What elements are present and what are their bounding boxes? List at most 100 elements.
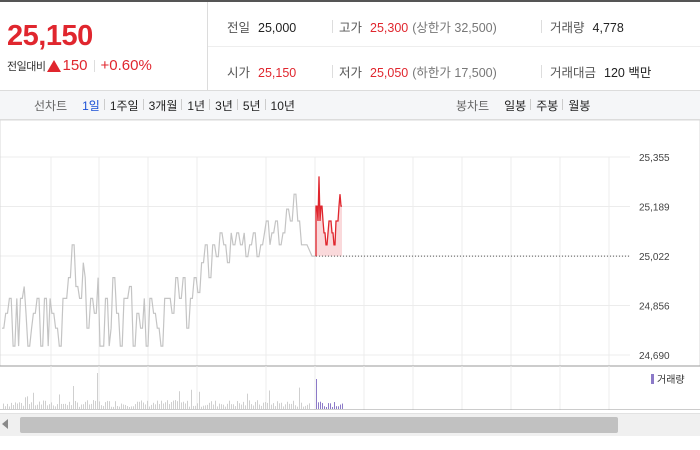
volume-bar (159, 404, 160, 409)
scrollbar-thumb[interactable] (20, 417, 618, 433)
volume-bar (125, 404, 126, 409)
period-1d[interactable]: 1일 (82, 98, 100, 113)
volume-bar (237, 401, 238, 409)
volume-bar-today (322, 403, 323, 409)
volume-bar (149, 406, 150, 409)
volume-bar (173, 400, 174, 409)
volume-bar (109, 401, 110, 409)
candle-daily[interactable]: 일봉 (504, 98, 527, 113)
low-label: 저가 (339, 66, 363, 80)
low-value: 25,050 (370, 66, 409, 80)
volume-bar (233, 404, 234, 409)
period-3m[interactable]: 3개월 (142, 97, 183, 114)
volume-bar (113, 406, 114, 409)
high-cell: 고가 25,300 (상한가 32,500) (339, 17, 497, 36)
volume-bar (123, 404, 124, 409)
volume-bar (169, 404, 170, 409)
volume-bar (27, 396, 28, 409)
volume-bar (71, 405, 72, 409)
volume-bar (129, 406, 130, 409)
volume-bar (35, 405, 36, 409)
period-3y[interactable]: 3년 (209, 97, 238, 114)
volume-bar (265, 402, 266, 409)
volume-bar (301, 402, 302, 409)
volume-bar (91, 403, 92, 409)
volume-bar (121, 403, 122, 409)
high-label: 고가 (339, 21, 363, 35)
volume-bar (213, 404, 214, 409)
chart-scrollbar[interactable] (0, 413, 700, 436)
volume-bar (3, 403, 4, 409)
change-row: 전일대비 150 +0.60% (7, 57, 152, 74)
volume-bar (227, 403, 228, 409)
volume-bar (51, 402, 52, 409)
volume-bar (171, 402, 172, 409)
price-chart-svg: 25,355 25,189 25,022 24,856 24,690 거래량 (0, 120, 700, 410)
volume-bar (277, 401, 278, 409)
volume-bar (185, 403, 186, 409)
volume-bar (195, 405, 196, 409)
cell-divider (541, 65, 542, 78)
volume-bar (287, 401, 288, 409)
candle-weekly[interactable]: 주봉 (530, 97, 563, 114)
volume-bar (275, 406, 276, 409)
prev-close-cell: 전일 25,000 (227, 17, 296, 36)
period-10y[interactable]: 10년 (264, 97, 300, 114)
volume-bar (25, 397, 26, 409)
change-amount: 150 (62, 57, 88, 74)
volume-bar (147, 400, 148, 409)
volume-bar (101, 405, 102, 409)
candle-monthly[interactable]: 월봉 (562, 97, 595, 114)
volume-bar (59, 394, 60, 409)
volume-bar (205, 405, 206, 409)
volume-bar (21, 403, 22, 409)
volume-bar (5, 406, 6, 409)
volume-bar (207, 404, 208, 409)
volume-bar (291, 403, 292, 409)
volume-bar (127, 406, 128, 409)
amount-cell: 거래대금 120 백만 (550, 62, 651, 81)
candle-chart-title: 봉차트 (456, 98, 490, 113)
period-1w[interactable]: 1주일 (103, 97, 144, 114)
volume-bar-today (326, 406, 327, 409)
volume-bar (69, 401, 70, 409)
volume-bar (259, 404, 260, 409)
volume-bar (133, 406, 134, 409)
volume-bar (293, 400, 294, 409)
volume-bar (57, 404, 58, 409)
volume-bar-today (336, 406, 337, 409)
volume-bar (199, 391, 200, 409)
volume-bar (95, 400, 96, 409)
volume-bar (183, 401, 184, 409)
scroll-left-arrow-icon[interactable] (2, 419, 8, 429)
volume-bar (251, 404, 252, 409)
volume-bar (17, 403, 18, 409)
volume-bar (295, 405, 296, 409)
cell-divider (332, 20, 333, 33)
period-1y[interactable]: 1년 (181, 97, 210, 114)
open-cell: 시가 25,150 (227, 62, 296, 81)
volume-bar (299, 387, 300, 409)
up-triangle-icon (47, 59, 62, 72)
volume-bar (273, 403, 274, 409)
chart-toolbar: 선차트 1일 1주일 3개월 1년 3년 5년 10년 봉차트 일봉 주봉 월봉 (0, 90, 700, 120)
volume-bar (53, 405, 54, 409)
volume-bar (235, 406, 236, 409)
open-label: 시가 (227, 66, 251, 80)
volume-bar (85, 401, 86, 409)
cell-divider (332, 65, 333, 78)
volume-bar (269, 390, 270, 409)
y-tick-label: 24,690 (639, 351, 670, 362)
volume-bar (55, 406, 56, 409)
volume-bar (103, 405, 104, 409)
volume-bar (7, 403, 8, 409)
volume-bar (175, 400, 176, 409)
period-5y[interactable]: 5년 (236, 97, 266, 114)
price-line-prior (2, 193, 316, 347)
volume-bar (153, 402, 154, 409)
y-tick-label: 25,355 (639, 153, 670, 164)
volume-bar (45, 400, 46, 409)
volume-bar (77, 402, 78, 409)
change-rate: +0.60% (100, 57, 152, 74)
volume-bar (229, 400, 230, 409)
